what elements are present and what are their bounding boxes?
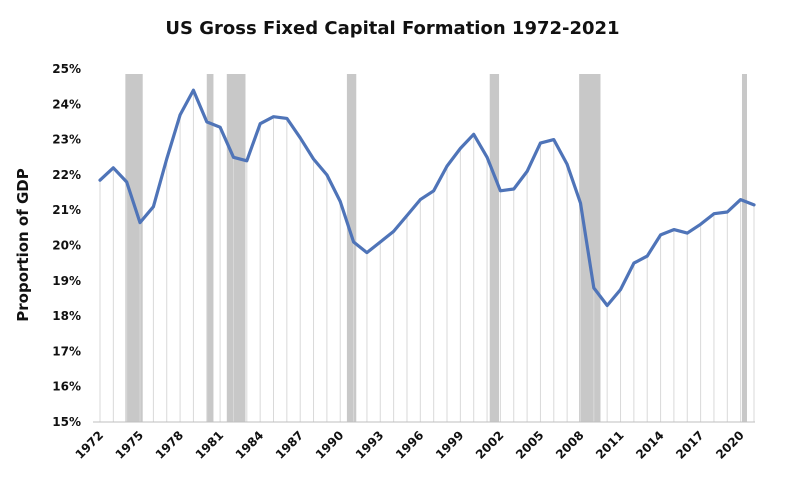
- data-point-1980: [206, 121, 208, 123]
- recession-band-3: [347, 74, 356, 422]
- data-point-2021: [753, 204, 755, 206]
- y-tick-label: 25%: [52, 62, 81, 76]
- data-point-2004: [526, 170, 528, 172]
- data-point-1974: [125, 181, 127, 183]
- data-point-2009: [593, 287, 595, 289]
- x-tick-label: 1975: [113, 428, 147, 462]
- data-point-2020: [739, 198, 741, 200]
- recession-band-5: [579, 74, 600, 422]
- data-point-1989: [326, 174, 328, 176]
- data-point-1972: [99, 179, 101, 181]
- y-tick-label: 20%: [52, 239, 81, 253]
- y-tick-label: 21%: [52, 203, 81, 217]
- data-point-1983: [246, 160, 248, 162]
- data-point-2002: [499, 190, 501, 192]
- data-point-1987: [299, 137, 301, 139]
- data-point-1979: [192, 89, 194, 91]
- x-tick-label: 2020: [713, 428, 747, 462]
- recession-band-2: [227, 74, 246, 422]
- x-tick-label: 1978: [153, 428, 187, 462]
- x-tick-labels: 1972 1975 1978 1981 1984 1987 1990 1993 1996 1999…: [73, 428, 747, 462]
- y-tick-label: 18%: [52, 309, 81, 323]
- data-point-2010: [606, 304, 608, 306]
- data-point-2007: [566, 163, 568, 165]
- recession-band-1: [207, 74, 214, 422]
- x-tick-label: 2008: [553, 428, 587, 462]
- x-tick-label: 2017: [673, 428, 707, 462]
- x-tick-label: 2014: [633, 428, 667, 462]
- data-point-1975: [139, 221, 141, 223]
- data-point-2014: [659, 234, 661, 236]
- data-points: [99, 89, 755, 307]
- data-point-1986: [286, 117, 288, 119]
- series-line: [100, 90, 754, 305]
- recession-band-6: [742, 74, 747, 422]
- y-tick-label: 24%: [52, 97, 81, 111]
- y-tick-label: 23%: [52, 133, 81, 147]
- data-point-1995: [406, 214, 408, 216]
- x-tick-label: 1984: [233, 428, 267, 462]
- data-point-1996: [419, 198, 421, 200]
- recession-band-4: [490, 74, 499, 422]
- data-point-2017: [699, 223, 701, 225]
- y-tick-label: 15%: [52, 415, 81, 429]
- y-tick-label: 19%: [52, 274, 81, 288]
- data-point-2015: [673, 228, 675, 230]
- x-tick-label: 1981: [193, 428, 227, 462]
- y-tick-label: 16%: [52, 380, 81, 394]
- data-point-1998: [446, 165, 448, 167]
- y-tick-label: 22%: [52, 168, 81, 182]
- data-point-1991: [352, 241, 354, 243]
- data-point-2000: [473, 133, 475, 135]
- y-tick-label: 17%: [52, 344, 81, 358]
- data-point-1985: [272, 115, 274, 117]
- x-tick-label: 2011: [593, 428, 627, 462]
- x-tick-label: 1996: [393, 428, 427, 462]
- data-point-1973: [112, 167, 114, 169]
- data-point-2003: [513, 188, 515, 190]
- x-tick-label: 1999: [433, 428, 467, 462]
- data-point-2013: [646, 255, 648, 257]
- data-point-1982: [232, 156, 234, 158]
- data-point-2006: [553, 138, 555, 140]
- data-point-2005: [539, 142, 541, 144]
- x-tick-label: 1987: [273, 428, 307, 462]
- data-point-2016: [686, 232, 688, 234]
- data-point-1976: [152, 205, 154, 207]
- data-point-1981: [219, 126, 221, 128]
- data-point-1993: [379, 241, 381, 243]
- data-point-1978: [179, 114, 181, 116]
- x-tick-label: 1990: [313, 428, 347, 462]
- data-point-1997: [432, 190, 434, 192]
- x-tick-label: 2005: [513, 428, 547, 462]
- data-point-2018: [713, 213, 715, 215]
- data-point-2019: [726, 211, 728, 213]
- data-point-1977: [166, 158, 168, 160]
- data-point-2001: [486, 156, 488, 158]
- data-point-1994: [392, 230, 394, 232]
- y-tick-labels: 15% 16% 17% 18% 19% 20% 21% 22% 23% 24% 25%: [52, 62, 81, 429]
- data-point-1992: [366, 251, 368, 253]
- x-tick-label: 1993: [353, 428, 387, 462]
- data-point-1984: [259, 123, 261, 125]
- data-point-1999: [459, 147, 461, 149]
- data-point-2008: [579, 202, 581, 204]
- x-tick-label: 2002: [473, 428, 507, 462]
- x-tick-label: 1972: [73, 428, 107, 462]
- gridlines: [100, 90, 754, 422]
- data-point-2011: [619, 288, 621, 290]
- data-point-1988: [312, 158, 314, 160]
- data-point-2012: [633, 262, 635, 264]
- data-point-1990: [339, 200, 341, 202]
